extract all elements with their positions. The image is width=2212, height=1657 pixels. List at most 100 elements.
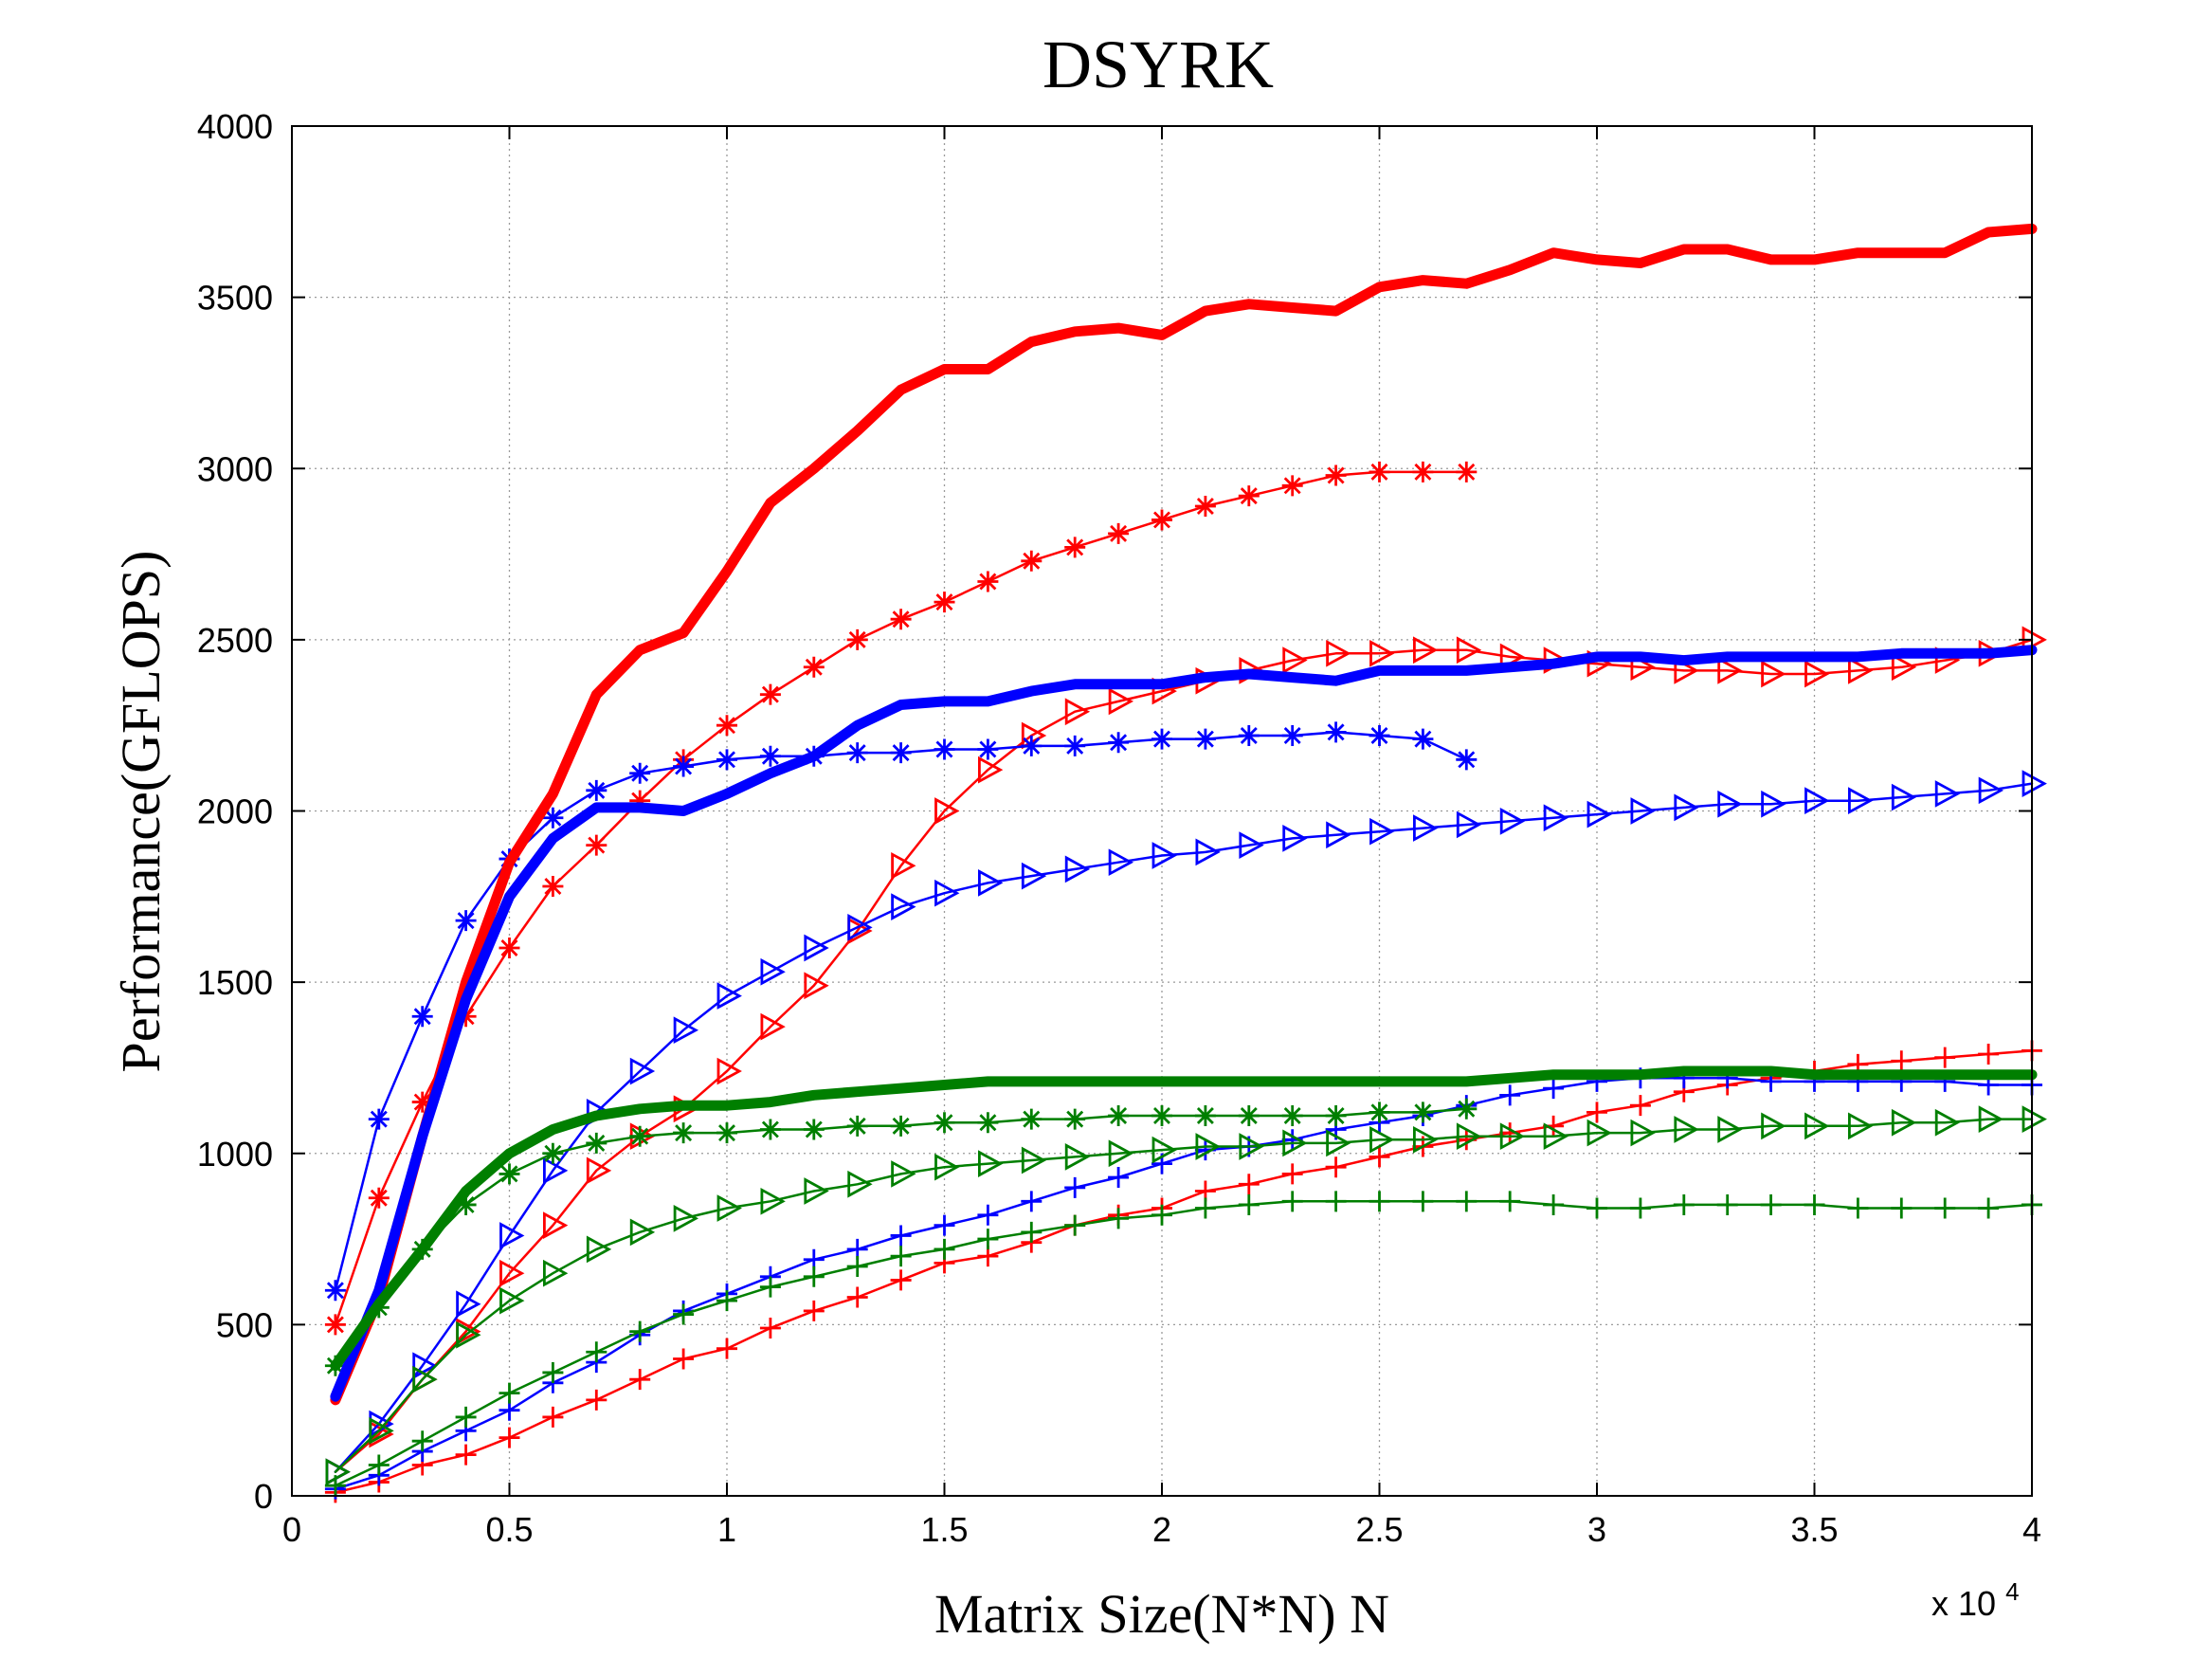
series-line-blue-plus — [334, 1077, 2034, 1491]
marker-green-plus — [673, 1303, 695, 1325]
marker-blue-star — [1021, 735, 1043, 756]
marker-green-triangle — [1543, 1122, 1569, 1151]
marker-blue-triangle — [1151, 842, 1177, 869]
series-line-blue-thick — [330, 645, 2038, 1402]
marker-red-triangle — [1456, 636, 1482, 665]
marker-green-triangle — [1195, 1133, 1221, 1160]
marker-blue-star — [716, 749, 737, 771]
marker-green-star — [1021, 1108, 1043, 1130]
series-line-red-triangle — [334, 638, 2034, 1473]
marker-green-triangle — [1630, 1119, 1656, 1147]
marker-red-star — [716, 715, 737, 737]
marker-red-triangle — [543, 1211, 569, 1239]
x-tick-label: 1 — [717, 1510, 736, 1549]
marker-red-triangle — [1413, 636, 1439, 665]
y-tick-label: 4000 — [197, 107, 273, 146]
marker-blue-triangle — [543, 1156, 569, 1185]
y-tick-label: 1500 — [197, 963, 273, 1002]
marker-green-triangle — [1151, 1136, 1177, 1164]
marker-blue-triangle — [1282, 825, 1308, 852]
marker-green-triangle — [456, 1320, 481, 1349]
marker-green-star — [455, 1193, 477, 1215]
marker-red-triangle — [760, 1012, 786, 1041]
marker-blue-triangle — [1543, 804, 1569, 832]
marker-green-plus — [716, 1290, 737, 1312]
marker-green-plus — [1238, 1193, 1260, 1215]
marker-red-plus — [1934, 1047, 1956, 1068]
marker-blue-triangle — [1674, 793, 1699, 822]
marker-blue-plus — [1108, 1167, 1130, 1189]
marker-red-plus — [803, 1300, 825, 1321]
x-tick-label: 2 — [1152, 1510, 1171, 1549]
marker-green-plus — [1281, 1191, 1303, 1212]
marker-blue-star — [890, 742, 912, 764]
marker-red-star — [368, 1187, 390, 1209]
series-green-star — [324, 1098, 1478, 1376]
marker-green-star — [1325, 1105, 1347, 1127]
marker-blue-triangle — [629, 1057, 656, 1085]
series-blue-triangle — [325, 770, 2047, 1486]
marker-green-plus — [1673, 1193, 1695, 1215]
marker-blue-star — [1456, 749, 1478, 771]
marker-blue-triangle — [1630, 797, 1656, 825]
marker-red-triangle — [1761, 660, 1786, 688]
marker-green-plus — [499, 1382, 520, 1404]
marker-red-triangle — [804, 972, 829, 1000]
marker-red-triangle — [1021, 721, 1047, 750]
marker-red-plus — [499, 1427, 520, 1448]
marker-blue-triangle — [1717, 790, 1743, 818]
marker-green-plus — [1325, 1191, 1347, 1212]
marker-green-triangle — [1848, 1112, 1874, 1140]
marker-blue-star — [368, 1108, 390, 1130]
marker-red-star — [890, 609, 912, 630]
marker-green-star — [716, 1122, 737, 1144]
y-axis-label: Performance(GFLOPS) — [110, 551, 172, 1073]
x-tick-label: 4 — [2022, 1510, 2041, 1549]
x-tick-label: 2.5 — [1355, 1510, 1403, 1549]
axis-ticks: 0 0.5 1 1.5 2 2.5 3 3.5 4 0 500 1000 1500 2000 2500 300… — [197, 107, 2041, 1549]
marker-red-plus — [1586, 1102, 1607, 1123]
marker-red-star — [1369, 461, 1390, 483]
marker-red-plus — [1891, 1050, 1913, 1072]
marker-blue-triangle — [1456, 810, 1482, 839]
marker-blue-star — [586, 779, 607, 801]
marker-blue-triangle — [499, 1222, 525, 1249]
marker-green-triangle — [412, 1365, 438, 1393]
y-tick-label: 3000 — [197, 449, 273, 488]
marker-blue-triangle — [1804, 787, 1830, 815]
marker-green-star — [1456, 1098, 1478, 1120]
marker-green-star — [1064, 1108, 1086, 1130]
marker-red-triangle — [1326, 639, 1351, 667]
marker-red-triangle — [978, 756, 1004, 784]
marker-red-triangle — [1848, 657, 1874, 684]
y-tick-label: 500 — [216, 1305, 273, 1344]
marker-blue-triangle — [847, 913, 873, 941]
marker-blue-triangle — [673, 1016, 699, 1045]
marker-green-star — [977, 1112, 999, 1134]
marker-red-triangle — [716, 1057, 742, 1085]
marker-blue-triangle — [1891, 783, 1917, 811]
marker-blue-triangle — [934, 879, 960, 907]
marker-green-triangle — [1369, 1125, 1395, 1154]
series-line-green-plus — [334, 1200, 2034, 1487]
marker-blue-triangle — [760, 957, 786, 986]
marker-red-star — [324, 1314, 346, 1336]
marker-green-star — [586, 1132, 607, 1154]
marker-blue-plus — [977, 1204, 999, 1226]
marker-green-triangle — [804, 1177, 829, 1205]
marker-red-star — [846, 628, 868, 650]
marker-green-triangle — [1456, 1122, 1482, 1151]
marker-blue-triangle — [1499, 807, 1526, 835]
marker-green-star — [1194, 1105, 1216, 1127]
marker-blue-plus — [1021, 1191, 1043, 1212]
marker-green-star — [673, 1122, 695, 1144]
marker-red-plus — [1238, 1174, 1260, 1195]
marker-blue-triangle — [2022, 770, 2047, 797]
marker-red-triangle — [499, 1259, 525, 1287]
marker-red-plus — [455, 1444, 477, 1466]
marker-blue-triangle — [456, 1290, 481, 1319]
marker-green-star — [890, 1115, 912, 1137]
marker-green-triangle — [1326, 1129, 1351, 1157]
marker-green-triangle — [978, 1150, 1004, 1177]
